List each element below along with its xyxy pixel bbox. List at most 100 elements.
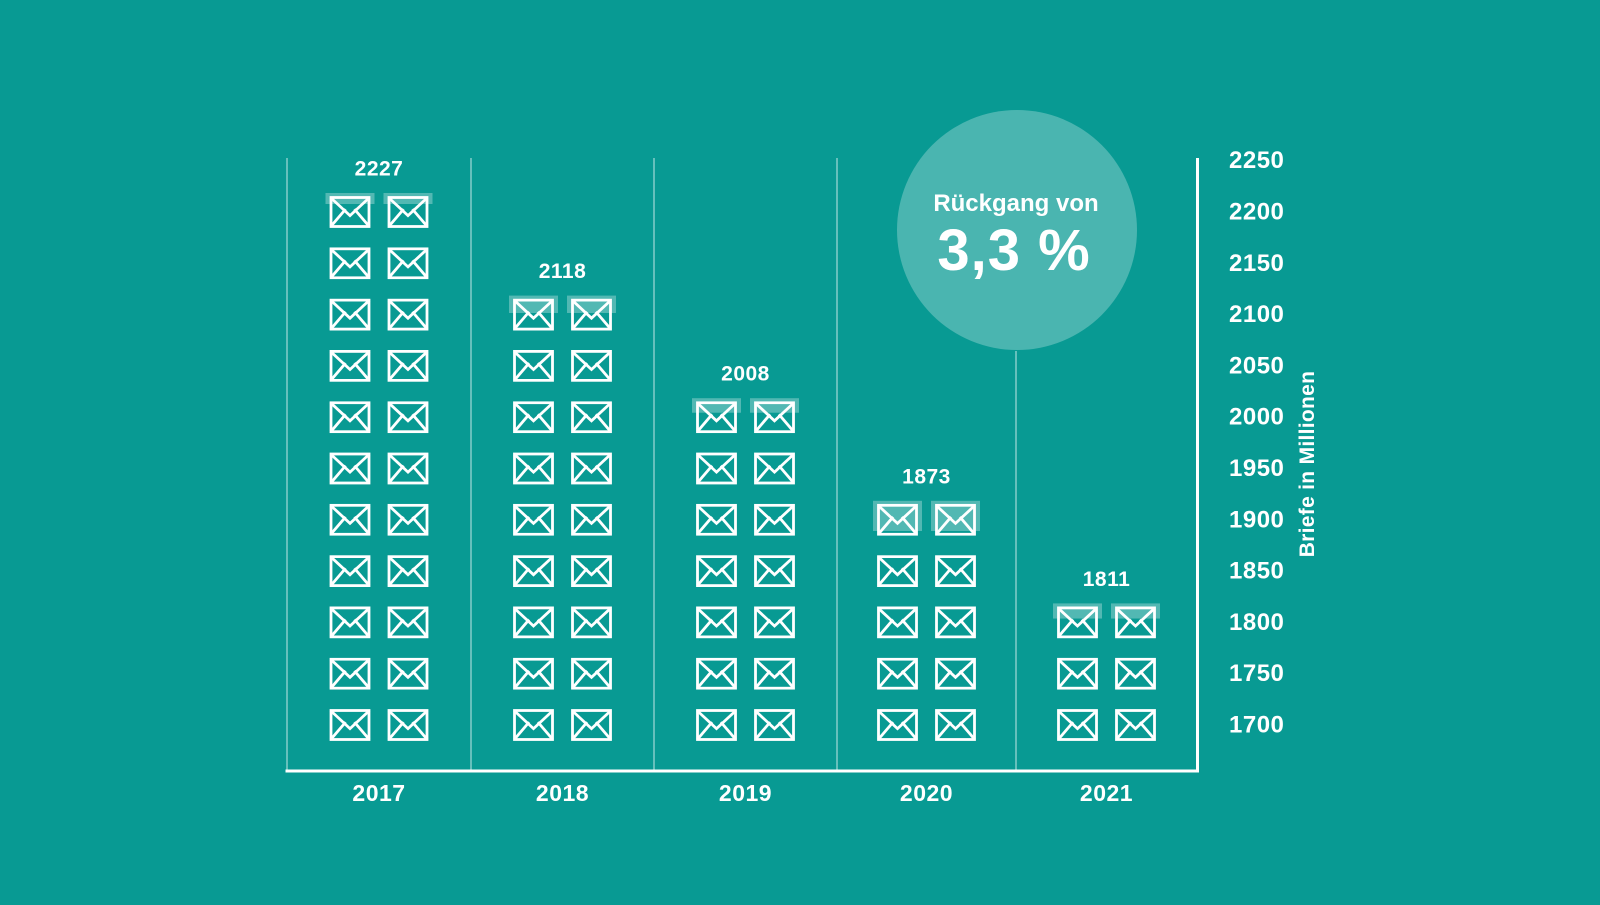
partial-row-fade-overlay [509, 295, 558, 313]
envelope-icon [387, 555, 429, 587]
envelope-icon [571, 657, 612, 690]
envelope-icon [387, 503, 429, 536]
envelope-icon [935, 555, 976, 587]
partial-row-fade-overlay [873, 500, 922, 531]
y-axis-tick-label: 1850 [1229, 558, 1284, 585]
badge-text: Rückgang von [933, 190, 1098, 217]
envelope-icon [387, 298, 429, 331]
envelope-icon [513, 452, 554, 485]
envelope-icon [571, 555, 612, 587]
column-separators [286, 158, 1017, 771]
partial-row-fade-overlay [1053, 603, 1102, 619]
envelope-icon [513, 709, 554, 741]
envelope-icon [387, 452, 429, 485]
envelope-icon [387, 247, 429, 280]
envelope-icon [696, 503, 737, 536]
envelope-icon [877, 555, 918, 587]
y-axis-tick-label: 1700 [1229, 712, 1284, 739]
y-axis-title: Briefe in Millionen [1296, 371, 1319, 558]
y-axis-tick-label: 1750 [1229, 660, 1284, 687]
envelope-icon [571, 401, 612, 434]
badge-circle [897, 110, 1137, 350]
partial-row-fade-overlay [1111, 603, 1160, 619]
envelope-icon [935, 709, 976, 741]
year-label: 2021 [1080, 780, 1133, 806]
year-label: 2017 [352, 780, 405, 806]
envelope-icon [329, 401, 371, 434]
envelope-icon [513, 657, 554, 690]
envelope-icon [571, 606, 612, 639]
envelope-icon [387, 657, 429, 690]
column-value-label: 2118 [539, 260, 587, 283]
envelope-icon [571, 452, 612, 485]
year-label: 2019 [719, 780, 772, 806]
envelope-icon [935, 606, 976, 639]
envelope-icon [696, 606, 737, 639]
envelope-icon [387, 606, 429, 639]
envelope-icon [1057, 657, 1098, 690]
y-axis-tick-label: 1900 [1229, 506, 1284, 533]
envelope-icon [696, 657, 737, 690]
envelope-icon [696, 709, 737, 741]
y-axis-tick-label: 2000 [1229, 404, 1284, 431]
envelope-icon [329, 247, 371, 280]
envelope-icon [935, 657, 976, 690]
envelope-icon [571, 503, 612, 536]
y-axis-tick-label: 1800 [1229, 609, 1284, 636]
envelope-icon [877, 709, 918, 741]
partial-row-fade-overlay [325, 193, 375, 204]
envelope-icon [754, 709, 795, 741]
partial-row-fade-overlay [567, 295, 616, 313]
envelope-icon [329, 503, 371, 536]
badge-value: 3,3 % [937, 218, 1090, 283]
envelope-icon [571, 709, 612, 741]
partial-row-fade-overlay [931, 500, 980, 531]
x-axis-year-labels: 2017 2018 2019 2020 2021 [352, 780, 1133, 806]
envelope-icon [387, 709, 429, 741]
envelope-icon [754, 555, 795, 587]
envelope-icon [513, 606, 554, 639]
envelope-icon [329, 657, 371, 690]
y-axis-tick-label: 2050 [1229, 352, 1284, 379]
envelope-icon [1057, 709, 1098, 741]
envelope-icon [329, 452, 371, 485]
envelope-icon [513, 349, 554, 382]
column-value-label: 2227 [355, 158, 404, 181]
y-axis-tick-label: 2200 [1229, 199, 1284, 226]
envelope-icon [571, 349, 612, 382]
column-value-label: 1811 [1083, 568, 1131, 591]
envelope-icon [754, 606, 795, 639]
envelope-icon [1115, 657, 1156, 690]
year-label: 2018 [536, 780, 589, 806]
envelope-icon [877, 606, 918, 639]
column-value-label: 2008 [721, 363, 770, 386]
partial-row-fade-overlay [750, 398, 799, 413]
envelope-icon [387, 401, 429, 434]
envelope-icon [329, 555, 371, 587]
envelope-icon [329, 606, 371, 639]
envelope-icon [1115, 709, 1156, 741]
y-axis-tick-label: 2100 [1229, 301, 1284, 328]
y-axis-tick-labels: 2250 2200 2150 2100 2050 2000 1950 1900 1850 1800… [1229, 147, 1284, 738]
envelope-icon [329, 349, 371, 382]
pictogram-rows [325, 193, 1160, 741]
y-axis-tick-label: 1950 [1229, 455, 1284, 482]
partial-row-fade-overlay [383, 193, 433, 204]
envelope-icon [754, 657, 795, 690]
column-value-labels: 2227 2118 2008 1873 1811 [355, 158, 1131, 591]
envelope-icon [877, 657, 918, 690]
envelope-icon [513, 555, 554, 587]
envelope-icon [754, 452, 795, 485]
partial-row-fade-overlay [692, 398, 741, 413]
column-value-label: 1873 [902, 465, 951, 488]
envelope-icon [696, 452, 737, 485]
y-axis-tick-label: 2150 [1229, 250, 1284, 277]
envelope-icon [387, 349, 429, 382]
envelope-icon [754, 503, 795, 536]
year-label: 2020 [900, 780, 953, 806]
envelope-icon [513, 401, 554, 434]
envelope-icon [696, 555, 737, 587]
envelope-icon [329, 709, 371, 741]
